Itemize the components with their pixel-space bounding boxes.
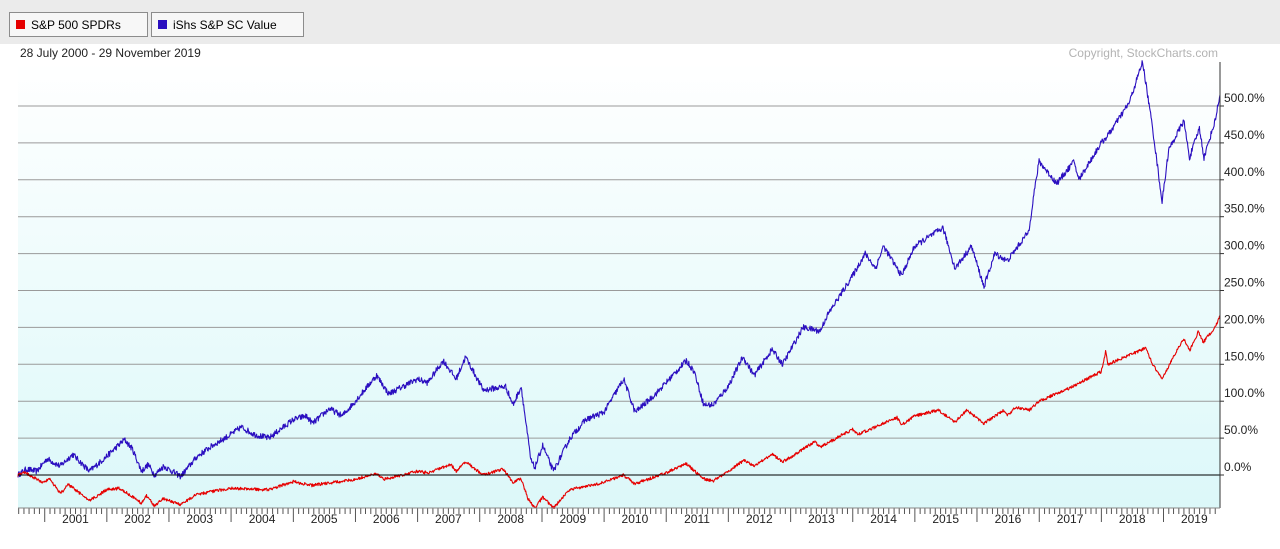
x-tick-label: 2009 [559, 512, 586, 526]
x-tick-label: 2001 [62, 512, 89, 526]
x-tick-label: 2002 [124, 512, 151, 526]
x-tick-label: 2008 [497, 512, 524, 526]
x-tick-label: 2014 [870, 512, 897, 526]
series-line-sc-value [17, 60, 1221, 480]
x-tick-label: 2007 [435, 512, 462, 526]
x-tick-label: 2004 [249, 512, 276, 526]
series-line-spdrs [17, 315, 1221, 510]
legend-item-sc-value[interactable]: iShs S&P SC Value [151, 12, 304, 37]
x-tick-label: 2011 [684, 512, 710, 526]
x-tick-label: 2013 [808, 512, 835, 526]
x-axis: 2001 2002 2003 2004 2005 2006 2007 2008 2009 2010… [18, 508, 1216, 526]
y-tick-label: 400.0% [1224, 165, 1265, 179]
plot-area [18, 62, 1220, 508]
y-tick-label: 100.0% [1224, 386, 1265, 400]
x-tick-label: 2006 [373, 512, 400, 526]
gridlines [18, 105, 1224, 476]
x-tick-label: 2015 [932, 512, 959, 526]
legend-swatch-spdrs [16, 20, 25, 29]
x-tick-label: 2012 [746, 512, 773, 526]
date-range: 28 July 2000 - 29 November 2019 [20, 46, 201, 60]
legend-swatch-sc-value [158, 20, 167, 29]
y-tick-label: 0.0% [1224, 460, 1252, 474]
y-tick-label: 350.0% [1224, 202, 1265, 216]
y-tick-label: 450.0% [1224, 128, 1265, 142]
copyright-text: Copyright, StockCharts.com [1068, 46, 1218, 60]
y-tick-label: 300.0% [1224, 239, 1265, 253]
y-tick-label: 500.0% [1224, 91, 1265, 105]
legend-bar: S&P 500 SPDRs iShs S&P SC Value [0, 0, 1280, 44]
legend-label-spdrs: S&P 500 SPDRs [31, 17, 121, 32]
y-tick-label: 250.0% [1224, 276, 1265, 290]
legend-item-spdrs[interactable]: S&P 500 SPDRs [9, 12, 148, 37]
series-lines [17, 60, 1221, 510]
x-tick-label: 2017 [1057, 512, 1084, 526]
y-tick-label: 50.0% [1224, 423, 1258, 437]
x-tick-label: 2016 [995, 512, 1022, 526]
x-tick-label: 2019 [1181, 512, 1208, 526]
x-tick-label: 2005 [311, 512, 338, 526]
y-axis-tick-labels: 0.0% 50.0% 100.0% 150.0% 200.0% 250.0% 300.0% 3… [1224, 91, 1265, 474]
legend-label-sc-value: iShs S&P SC Value [173, 17, 277, 32]
x-tick-label: 2010 [622, 512, 649, 526]
x-tick-label: 2003 [186, 512, 213, 526]
y-tick-label: 150.0% [1224, 349, 1265, 363]
plot-frame [18, 62, 1221, 509]
x-tick-label: 2018 [1119, 512, 1146, 526]
y-tick-label: 200.0% [1224, 312, 1265, 326]
